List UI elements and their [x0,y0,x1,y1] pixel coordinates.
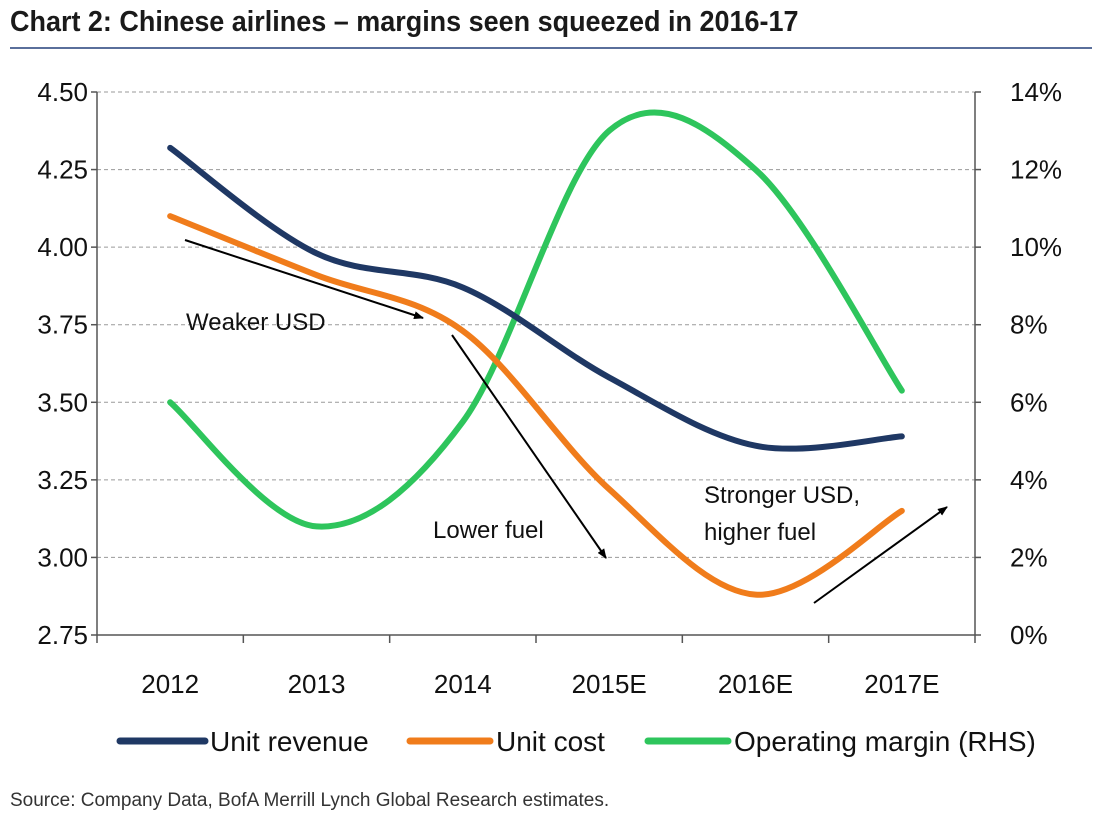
y-left-tick-label: 3.75 [37,310,88,340]
x-tick-label: 2017E [864,669,939,699]
annotation-higher-fuel: higher fuel [704,519,816,546]
lower-fuel-arrow [451,334,607,559]
annotation-weaker-usd: Weaker USD [186,309,326,336]
y-left-tick-label: 4.25 [37,155,88,185]
y-right-tick-label: 12% [1010,155,1062,185]
weaker-usd-arrow [184,239,424,319]
y-right-tick-label: 8% [1010,310,1048,340]
stronger-usd-arrow [813,506,948,604]
y-left-tick-label: 3.25 [37,465,88,495]
x-tick-label: 2015E [572,669,647,699]
y-right-tick-label: 0% [1010,620,1048,650]
y-left-tick-label: 3.00 [37,542,88,572]
chart-title: Chart 2: Chinese airlines – margins seen… [10,6,799,38]
y-left-tick-label: 2.75 [37,620,88,650]
annotations: Weaker USD Lower fuel Stronger USD, high… [184,239,948,604]
y-right-tick-label: 10% [1010,232,1062,262]
x-tick-label: 2012 [141,669,199,699]
title-divider [10,47,1092,49]
axes [91,91,981,643]
y-right-tick-label: 2% [1010,542,1048,572]
y-right-tick-label: 6% [1010,387,1048,417]
annotation-lower-fuel: Lower fuel [433,517,544,544]
series-lines [167,109,905,598]
y-right-tick-label: 4% [1010,465,1048,495]
tick-labels: 2.75 0% 3.00 2% 3.25 4% 3.50 6% 3.75 8% 4.00 10% 4.2… [37,77,1062,699]
annotation-stronger-usd: Stronger USD, [704,482,860,509]
y-left-tick-label: 4.00 [37,232,88,262]
operating-margin-line [167,109,905,530]
legend-unit-cost-label: Unit cost [496,726,605,757]
source-note: Source: Company Data, BofA Merrill Lynch… [10,790,610,811]
y-right-tick-label: 14% [1010,77,1062,107]
x-tick-label: 2016E [718,669,793,699]
y-left-tick-label: 3.50 [37,387,88,417]
gridlines [97,91,975,558]
legend-operating-margin-label: Operating margin (RHS) [734,726,1036,757]
x-tick-label: 2013 [288,669,346,699]
legend-unit-revenue-label: Unit revenue [210,726,369,757]
unit-revenue-line [167,144,905,452]
y-left-tick-label: 4.50 [37,77,88,107]
x-tick-label: 2014 [434,669,492,699]
unit-cost-line [167,213,905,598]
legend: Unit revenue Unit cost Operating margin (R… [116,726,1036,757]
